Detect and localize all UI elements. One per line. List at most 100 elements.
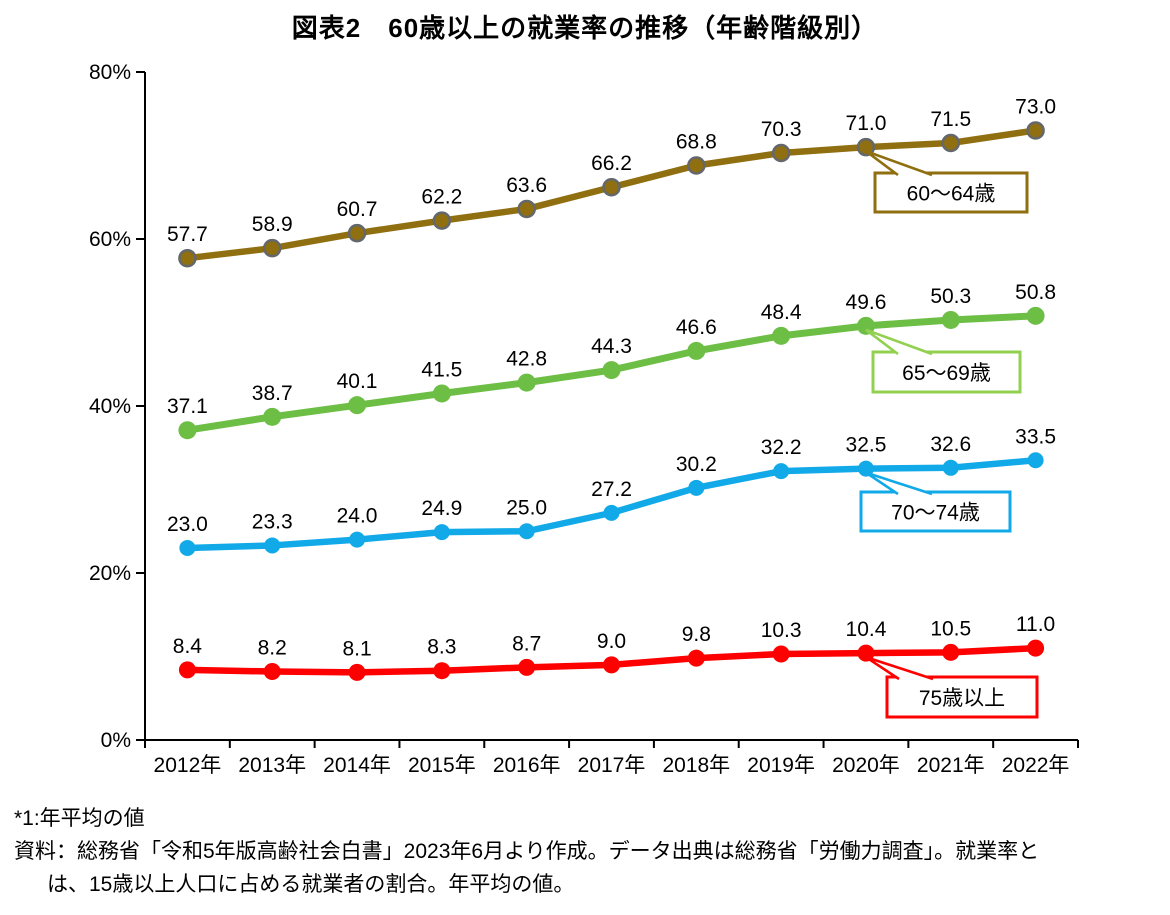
data-point xyxy=(178,421,197,440)
data-point xyxy=(1027,452,1044,469)
data-point xyxy=(349,531,366,548)
callout-label: 75歳以上 xyxy=(919,687,1005,710)
data-point xyxy=(942,643,960,661)
data-point-label: 25.0 xyxy=(506,496,547,519)
data-point-label: 24.9 xyxy=(421,497,462,520)
data-point-label: 38.7 xyxy=(252,382,293,405)
data-point-label: 40.1 xyxy=(337,370,378,393)
data-point xyxy=(517,199,536,219)
x-axis-tick-label: 2017年 xyxy=(578,754,646,777)
data-point-label: 30.2 xyxy=(676,453,717,476)
data-point-label: 32.5 xyxy=(846,434,887,457)
data-point xyxy=(178,661,196,679)
data-point-label: 8.7 xyxy=(512,632,541,655)
callout-box xyxy=(871,350,1022,394)
callout-box xyxy=(859,490,1012,533)
x-axis-tick-label: 2015年 xyxy=(408,754,476,777)
data-point xyxy=(432,211,452,230)
callout-pointer-outline xyxy=(865,655,934,681)
data-point xyxy=(772,645,790,663)
data-point xyxy=(518,523,535,540)
data-point xyxy=(178,248,197,268)
data-point xyxy=(1026,121,1045,140)
x-axis-tick-label: 2021年 xyxy=(917,754,985,777)
data-point-label: 68.8 xyxy=(676,131,717,154)
data-point-label: 41.5 xyxy=(421,358,462,381)
data-point xyxy=(687,341,706,360)
callout-pointer-outline xyxy=(865,471,933,496)
data-point-label: 8.3 xyxy=(427,636,456,659)
data-point-label: 60.7 xyxy=(337,198,378,221)
data-point-label: 11.0 xyxy=(1016,613,1055,636)
data-point xyxy=(856,137,876,157)
data-point-label: 63.6 xyxy=(506,174,547,197)
data-point xyxy=(773,463,790,480)
data-point-label: 27.2 xyxy=(591,478,632,501)
data-point-label: 70.3 xyxy=(761,118,802,141)
callout-box xyxy=(885,675,1039,719)
data-point-label: 32.6 xyxy=(930,433,971,456)
data-point xyxy=(941,310,960,329)
x-axis-tick-label: 2012年 xyxy=(154,754,222,777)
data-point-label: 42.8 xyxy=(506,348,547,371)
data-point-label: 24.0 xyxy=(337,505,378,528)
chart-title: 図表2 60歳以上の就業率の推移（年齢階級別） xyxy=(291,13,879,43)
data-point xyxy=(687,156,706,175)
data-point xyxy=(688,479,705,496)
x-axis-tick-label: 2013年 xyxy=(238,754,306,777)
data-point xyxy=(941,133,961,153)
data-point-label: 33.5 xyxy=(1015,425,1056,448)
data-point-label: 8.1 xyxy=(342,637,371,660)
data-point-label: 58.9 xyxy=(252,213,293,236)
data-point-label: 48.4 xyxy=(761,301,802,324)
data-point xyxy=(517,373,536,392)
data-point xyxy=(348,396,367,415)
data-point xyxy=(687,649,705,667)
data-point-label: 9.0 xyxy=(597,630,626,653)
data-point xyxy=(603,504,620,521)
data-point-label: 71.5 xyxy=(930,108,971,131)
data-point xyxy=(347,223,367,243)
data-point xyxy=(602,177,621,197)
data-point-label: 62.2 xyxy=(421,186,462,209)
data-point xyxy=(942,459,959,476)
data-point xyxy=(179,539,196,556)
data-point xyxy=(263,407,282,426)
data-point xyxy=(772,326,791,345)
y-axis-tick-label: 40% xyxy=(89,395,131,418)
data-point-label: 8.4 xyxy=(173,635,203,658)
data-point-label: 10.4 xyxy=(846,618,887,641)
x-axis-tick-label: 2020年 xyxy=(832,754,900,777)
data-point-label: 46.6 xyxy=(676,316,717,339)
data-point-label: 71.0 xyxy=(846,112,887,135)
x-axis-tick-label: 2022年 xyxy=(1002,754,1070,777)
callout-label: 65～69歳 xyxy=(902,362,991,385)
data-point-label: 50.3 xyxy=(930,285,971,308)
data-point xyxy=(262,238,282,258)
data-point xyxy=(433,524,450,541)
y-axis-tick-label: 60% xyxy=(89,228,131,251)
callout-label: 60～64歳 xyxy=(907,183,996,206)
y-axis-tick-label: 80% xyxy=(89,61,131,84)
data-point xyxy=(433,662,451,680)
data-point xyxy=(602,361,621,380)
data-point-label: 49.6 xyxy=(846,291,887,314)
callout-pointer-outline xyxy=(865,149,933,177)
data-point-label: 66.2 xyxy=(591,152,632,175)
data-point xyxy=(432,384,451,403)
data-point xyxy=(1026,306,1045,325)
footnotes: *1:年平均の値 資料：総務省「令和5年版高齢社会白書」2023年6月より作成。… xyxy=(14,802,1164,901)
callout-box xyxy=(873,171,1029,214)
y-axis-tick-label: 0% xyxy=(101,729,131,752)
chart-canvas: 0% 20% 40% 60% 80% 2012年 2013年 2014年 2015年 2016年 2… xyxy=(89,61,1079,777)
footnote-source-line2: は、15歳以上人口に占める就業者の割合。年平均の値。 xyxy=(47,873,575,896)
data-point-label: 44.3 xyxy=(591,335,632,358)
data-point-label: 10.3 xyxy=(761,619,802,642)
data-point-label: 32.2 xyxy=(761,436,802,459)
y-axis-tick-label: 20% xyxy=(89,562,131,585)
data-point-label: 73.0 xyxy=(1015,95,1056,118)
callout-pointer-outline xyxy=(865,328,933,356)
data-point xyxy=(771,143,791,163)
footnote-note1: *1:年平均の値 xyxy=(14,807,145,830)
